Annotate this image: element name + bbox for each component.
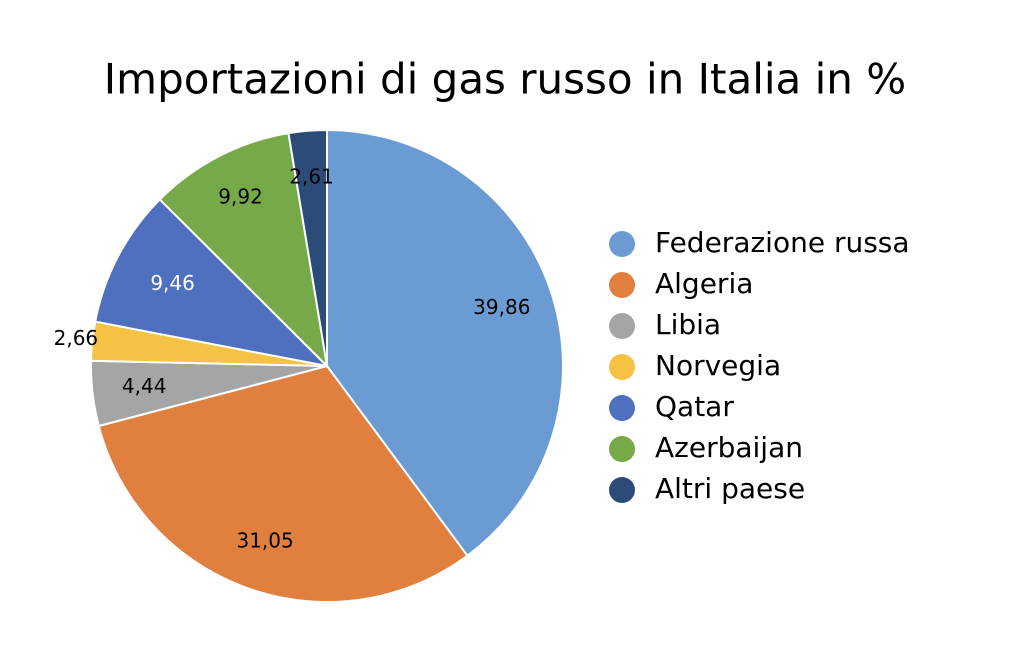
legend-label: Norvegia [655, 349, 781, 382]
legend-label: Libia [655, 308, 721, 341]
legend-label: Qatar [655, 390, 734, 423]
pie-slice [287, 128, 328, 367]
pie-slice [97, 364, 469, 603]
pie-slice [158, 132, 329, 369]
legend-marker [609, 231, 635, 257]
legend-label: Altri paese [655, 472, 805, 505]
legend-marker [609, 436, 635, 462]
pie-slice [326, 128, 564, 558]
legend-label: Algeria [655, 267, 753, 300]
data-label: 39,86 [473, 295, 530, 319]
legend-label: Azerbaijan [655, 431, 803, 464]
data-label: 31,05 [236, 528, 293, 552]
data-label: 2,61 [289, 164, 334, 188]
legend-marker [609, 313, 635, 339]
data-label: 9,46 [150, 271, 195, 295]
data-label: 4,44 [122, 374, 167, 398]
pie-slice [94, 198, 331, 368]
data-label: 9,92 [218, 185, 263, 209]
data-label: 2,66 [54, 326, 99, 350]
legend-marker [609, 477, 635, 503]
legend-label: Federazione russa [655, 226, 910, 259]
chart-title: Importazioni di gas russo in Italia in % [104, 55, 906, 104]
legend-marker [609, 354, 635, 380]
legend-marker [609, 272, 635, 298]
legend-marker [609, 395, 635, 421]
